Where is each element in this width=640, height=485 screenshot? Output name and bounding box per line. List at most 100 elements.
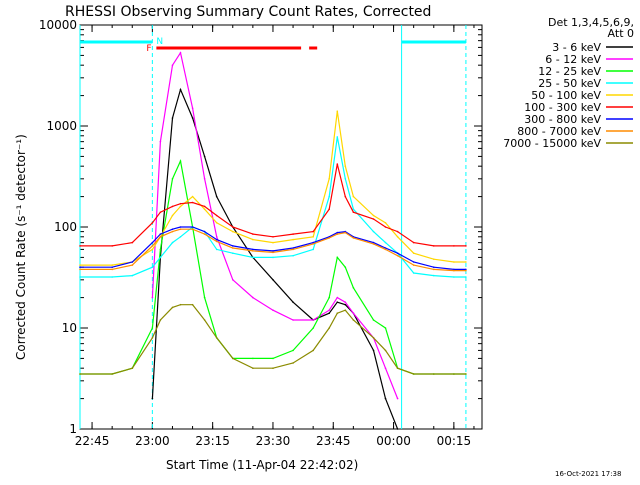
series-point (453, 276, 455, 278)
night-label: N (156, 37, 163, 47)
legend-label: 6 - 12 keV (545, 53, 601, 66)
series-layer (79, 51, 467, 430)
series-point (372, 243, 375, 245)
series-point (292, 362, 294, 364)
series-point (272, 251, 274, 254)
series-point (336, 136, 339, 138)
series-point (151, 296, 154, 299)
series-point (131, 261, 134, 263)
series-point (179, 236, 182, 238)
x-tick-label: 22:45 (75, 434, 110, 448)
series-point (412, 272, 415, 274)
series-point (453, 245, 455, 247)
series-point (328, 312, 331, 315)
series-point (372, 214, 375, 217)
series-line (80, 226, 466, 270)
series-point (171, 64, 174, 66)
series-point (384, 367, 387, 370)
series-point (179, 205, 182, 208)
series-line (80, 158, 466, 375)
series-point (328, 296, 331, 299)
legend-header: Att 0 (608, 27, 634, 40)
legend-label: 7000 - 15000 keV (503, 137, 601, 150)
series-point (272, 367, 274, 370)
series-point (171, 117, 174, 119)
series-point (352, 211, 355, 213)
series-point (111, 266, 113, 269)
series-point (159, 233, 162, 235)
series-point (191, 201, 194, 204)
series-point (131, 264, 134, 266)
series-point (232, 357, 234, 360)
series-point (344, 231, 347, 234)
series-point (179, 303, 182, 306)
series-point (151, 241, 154, 244)
series-point (203, 178, 206, 180)
series-point (396, 236, 399, 238)
legend-label: 25 - 50 keV (538, 77, 601, 90)
series-point (352, 287, 355, 289)
series-point (131, 367, 134, 370)
x-tick-label: 23:45 (316, 434, 351, 448)
series-point (131, 241, 134, 244)
series-point (171, 205, 174, 208)
series-point (171, 306, 174, 309)
series-line (151, 87, 399, 430)
series-point (179, 88, 182, 91)
series-point (453, 261, 455, 263)
series-point (453, 269, 455, 272)
series-line (80, 228, 466, 272)
y-tick-label: 100 (54, 220, 77, 234)
series-point (272, 357, 274, 360)
series-point (412, 373, 415, 375)
series-point (252, 248, 254, 251)
series-point (252, 250, 254, 252)
flare-label: F (146, 44, 151, 54)
legend-label: 3 - 6 keV (552, 41, 601, 54)
series-point (344, 178, 347, 180)
series-point (151, 248, 154, 251)
series-point (159, 256, 162, 259)
timestamp: 16-Oct-2021 17:38 (555, 470, 621, 478)
series-point (433, 245, 435, 247)
series-point (465, 276, 467, 278)
series-point (336, 163, 339, 165)
series-point (215, 240, 218, 243)
series-point (312, 327, 315, 329)
series-point (252, 296, 254, 299)
series-point (465, 373, 467, 375)
series-point (171, 241, 174, 244)
series-point (272, 279, 274, 281)
series-point (352, 237, 355, 239)
series-point (312, 349, 315, 352)
legend-header: Det 1,3,4,5,6,9, (548, 16, 634, 29)
series-point (372, 349, 375, 352)
series-point (252, 357, 254, 360)
series-point (352, 312, 355, 315)
series-point (372, 241, 375, 244)
series-point (159, 319, 162, 321)
series-point (272, 241, 274, 244)
series-line (80, 304, 466, 375)
series-point (171, 230, 174, 233)
series-point (79, 276, 81, 278)
series-point (179, 228, 182, 230)
series-point (336, 301, 339, 304)
series-point (111, 373, 113, 375)
series-point (215, 222, 218, 224)
series-point (433, 266, 435, 269)
series-point (203, 155, 206, 158)
series-point (372, 218, 375, 220)
series-point (433, 258, 435, 261)
series-point (344, 309, 347, 312)
series-line (80, 163, 466, 247)
series-point (336, 110, 339, 112)
series-point (159, 236, 162, 238)
series-point (292, 319, 294, 321)
series-point (179, 52, 182, 54)
series-point (412, 264, 415, 266)
series-point (252, 256, 254, 259)
series-point (79, 373, 81, 375)
series-point (215, 238, 218, 241)
